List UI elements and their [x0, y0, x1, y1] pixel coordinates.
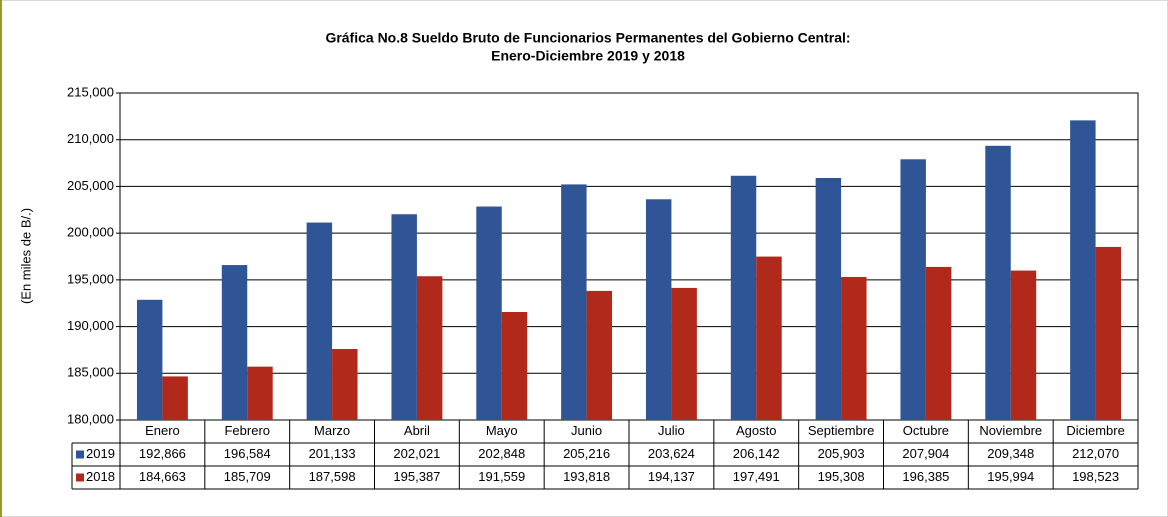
table-value: 201,133	[309, 446, 356, 461]
bar	[671, 287, 697, 420]
table-value: 205,216	[563, 446, 610, 461]
table-value: 205,903	[818, 446, 865, 461]
bar	[221, 265, 248, 420]
table-value: 196,385	[902, 469, 949, 484]
bar	[1010, 270, 1037, 420]
bar	[1070, 120, 1096, 420]
table-value: 209,348	[987, 446, 1034, 461]
y-tick-label: 215,000	[67, 84, 114, 99]
bar	[416, 276, 443, 420]
bar	[645, 199, 672, 420]
bar	[815, 177, 842, 420]
chart-title: Enero-Diciembre 2019 y 2018	[491, 48, 685, 64]
bar	[985, 145, 1011, 420]
x-tick-label: Noviembre	[979, 423, 1042, 438]
table-value: 185,709	[224, 469, 271, 484]
x-tick-label: Junio	[571, 423, 602, 438]
y-tick-label: 180,000	[67, 411, 114, 426]
y-tick-label: 185,000	[67, 365, 114, 380]
bar	[841, 276, 867, 420]
y-axis-label: (En miles de B/.)	[18, 208, 33, 304]
x-tick-label: Mayo	[486, 423, 518, 438]
y-tick-label: 210,000	[67, 131, 114, 146]
x-tick-label: Octubre	[903, 423, 949, 438]
bar	[1095, 246, 1122, 420]
x-tick-label: Enero	[145, 423, 180, 438]
table-value: 206,142	[733, 446, 780, 461]
table-value: 202,021	[393, 446, 440, 461]
y-tick-label: 195,000	[67, 271, 114, 286]
bar	[391, 214, 417, 420]
table-value: 193,818	[563, 469, 610, 484]
bar	[730, 175, 757, 420]
table-value: 187,598	[309, 469, 356, 484]
chart-title: Gráfica No.8 Sueldo Bruto de Funcionario…	[325, 30, 850, 46]
table-value: 184,663	[139, 469, 186, 484]
legend-label: 2018	[86, 469, 115, 484]
table-value: 212,070	[1072, 446, 1119, 461]
bar	[476, 206, 502, 420]
table-value: 197,491	[733, 469, 780, 484]
table-value: 195,387	[393, 469, 440, 484]
table-value: 192,866	[139, 446, 186, 461]
table-value: 202,848	[478, 446, 525, 461]
bar	[756, 256, 782, 420]
table-value: 194,137	[648, 469, 695, 484]
x-tick-label: Abril	[404, 423, 430, 438]
x-tick-label: Marzo	[314, 423, 350, 438]
bar	[306, 222, 333, 420]
y-tick-label: 190,000	[67, 318, 114, 333]
table-value: 195,994	[987, 469, 1034, 484]
bar	[561, 184, 587, 420]
y-tick-label: 205,000	[67, 178, 114, 193]
y-tick-label: 200,000	[67, 225, 114, 240]
table-value: 203,624	[648, 446, 695, 461]
x-tick-label: Julio	[658, 423, 685, 438]
bar	[501, 312, 528, 420]
bar	[332, 349, 358, 420]
x-tick-label: Agosto	[736, 423, 776, 438]
table-value: 207,904	[902, 446, 949, 461]
x-tick-label: Febrero	[224, 423, 270, 438]
legend-swatch	[76, 473, 84, 482]
bar	[136, 299, 163, 420]
bar	[900, 159, 926, 420]
bar	[586, 290, 613, 420]
bar	[925, 266, 952, 420]
table-value: 195,308	[818, 469, 865, 484]
table-value: 196,584	[224, 446, 271, 461]
x-tick-label: Diciembre	[1066, 423, 1125, 438]
bar	[247, 366, 273, 420]
table-value: 198,523	[1072, 469, 1119, 484]
legend-label: 2019	[86, 446, 115, 461]
legend-swatch	[76, 450, 84, 459]
bar	[162, 376, 188, 420]
x-tick-label: Septiembre	[808, 423, 874, 438]
table-value: 191,559	[478, 469, 525, 484]
